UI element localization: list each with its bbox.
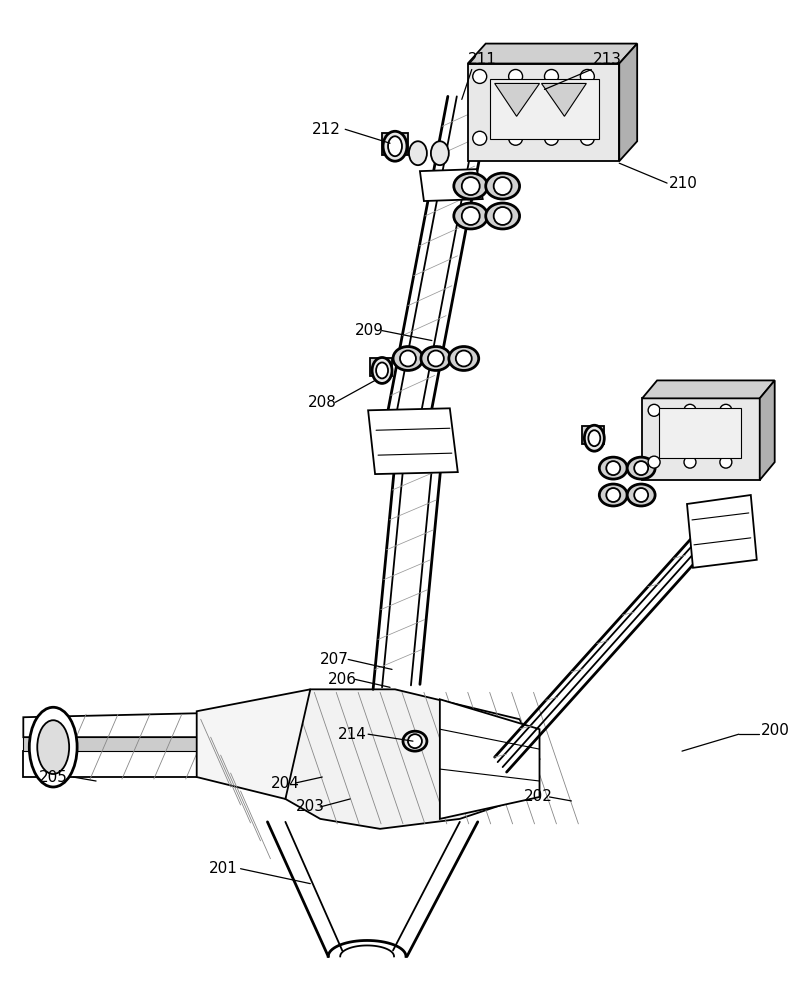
Circle shape [462,177,480,195]
Bar [370,358,392,376]
Ellipse shape [431,142,449,165]
Ellipse shape [388,137,402,157]
Ellipse shape [409,142,427,165]
Polygon shape [494,84,539,117]
Circle shape [400,350,416,366]
Text: 208: 208 [308,395,337,410]
Ellipse shape [449,346,478,370]
Ellipse shape [627,484,655,506]
Ellipse shape [627,457,655,479]
Ellipse shape [486,203,519,229]
Circle shape [456,350,472,366]
Text: 206: 206 [328,672,358,687]
Polygon shape [468,44,637,64]
Polygon shape [23,738,286,751]
Ellipse shape [584,425,604,451]
Circle shape [509,132,522,146]
Circle shape [494,177,512,195]
Text: 203: 203 [296,799,326,814]
Circle shape [634,461,648,475]
Polygon shape [760,380,774,480]
Circle shape [720,404,732,416]
Circle shape [545,70,558,84]
Circle shape [580,132,594,146]
Text: 209: 209 [355,323,384,338]
Ellipse shape [599,457,627,479]
Ellipse shape [372,357,392,383]
Ellipse shape [383,132,407,162]
Polygon shape [368,408,458,474]
Polygon shape [23,712,286,738]
Circle shape [648,404,660,416]
Text: 202: 202 [523,789,553,804]
Polygon shape [642,380,774,398]
Bar [659,408,741,458]
Text: 204: 204 [270,775,299,790]
Bar [382,134,408,156]
Polygon shape [286,690,539,829]
Text: 212: 212 [312,122,341,137]
Polygon shape [420,169,482,201]
Polygon shape [619,44,637,162]
Text: 213: 213 [594,52,622,67]
Ellipse shape [403,732,427,751]
Text: 201: 201 [209,861,238,876]
Ellipse shape [486,173,519,199]
Circle shape [428,350,444,366]
Circle shape [606,488,620,502]
Circle shape [473,132,486,146]
Circle shape [462,207,480,225]
Circle shape [648,456,660,468]
Bar [468,64,619,162]
Ellipse shape [599,484,627,506]
Circle shape [473,70,486,84]
Circle shape [684,404,696,416]
Ellipse shape [38,721,69,774]
Bar [582,426,604,444]
Circle shape [408,735,422,748]
Circle shape [720,456,732,468]
Ellipse shape [454,173,488,199]
Bar [490,80,599,140]
Ellipse shape [30,708,77,787]
Text: 210: 210 [669,176,698,191]
Text: 205: 205 [39,769,68,784]
Circle shape [580,70,594,84]
Ellipse shape [393,346,423,370]
Ellipse shape [376,362,388,378]
Text: 214: 214 [338,727,367,742]
Text: 207: 207 [320,652,349,667]
Circle shape [509,70,522,84]
Text: 211: 211 [468,52,497,67]
Polygon shape [542,84,586,117]
Polygon shape [197,690,310,799]
Circle shape [634,488,648,502]
Text: 200: 200 [761,723,790,738]
Circle shape [606,461,620,475]
Circle shape [684,456,696,468]
Circle shape [494,207,512,225]
Polygon shape [440,700,539,819]
Ellipse shape [454,203,488,229]
Polygon shape [687,495,757,568]
Polygon shape [23,751,286,777]
Ellipse shape [421,346,451,370]
Circle shape [545,132,558,146]
Ellipse shape [588,430,600,446]
Bar [642,398,760,480]
